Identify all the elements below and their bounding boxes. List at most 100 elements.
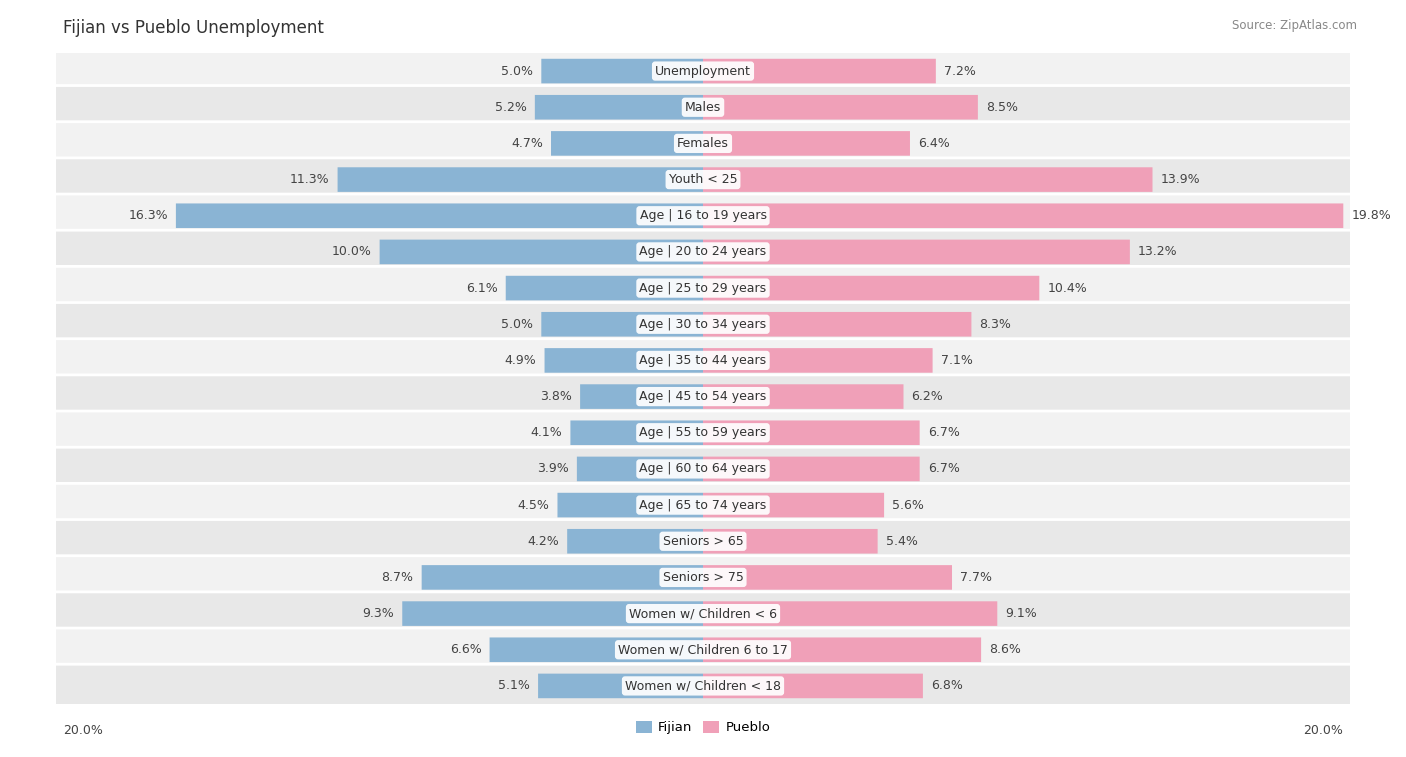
FancyBboxPatch shape <box>176 204 703 228</box>
FancyBboxPatch shape <box>51 447 1355 491</box>
Text: Women w/ Children < 6: Women w/ Children < 6 <box>628 607 778 620</box>
Text: Women w/ Children < 18: Women w/ Children < 18 <box>626 680 780 693</box>
Text: 20.0%: 20.0% <box>63 724 103 737</box>
FancyBboxPatch shape <box>541 312 703 337</box>
FancyBboxPatch shape <box>703 674 922 698</box>
FancyBboxPatch shape <box>703 420 920 445</box>
Text: Age | 16 to 19 years: Age | 16 to 19 years <box>640 209 766 223</box>
Text: Unemployment: Unemployment <box>655 64 751 77</box>
Text: 8.7%: 8.7% <box>381 571 413 584</box>
FancyBboxPatch shape <box>51 556 1355 599</box>
Text: 4.2%: 4.2% <box>527 534 560 548</box>
FancyBboxPatch shape <box>703 456 920 481</box>
FancyBboxPatch shape <box>541 59 703 83</box>
FancyBboxPatch shape <box>703 167 1153 192</box>
FancyBboxPatch shape <box>576 456 703 481</box>
Text: 4.5%: 4.5% <box>517 499 550 512</box>
Text: 5.2%: 5.2% <box>495 101 527 114</box>
FancyBboxPatch shape <box>703 131 910 156</box>
Text: 7.7%: 7.7% <box>960 571 993 584</box>
Text: 6.6%: 6.6% <box>450 643 481 656</box>
Text: 10.4%: 10.4% <box>1047 282 1087 294</box>
FancyBboxPatch shape <box>51 411 1355 454</box>
FancyBboxPatch shape <box>703 493 884 517</box>
Text: 5.0%: 5.0% <box>501 64 533 77</box>
FancyBboxPatch shape <box>51 628 1355 671</box>
Text: 5.0%: 5.0% <box>501 318 533 331</box>
FancyBboxPatch shape <box>703 312 972 337</box>
FancyBboxPatch shape <box>51 592 1355 635</box>
Text: Source: ZipAtlas.com: Source: ZipAtlas.com <box>1232 19 1357 32</box>
Text: 7.1%: 7.1% <box>941 354 973 367</box>
FancyBboxPatch shape <box>703 240 1130 264</box>
Text: 20.0%: 20.0% <box>1303 724 1343 737</box>
Text: Males: Males <box>685 101 721 114</box>
FancyBboxPatch shape <box>51 664 1355 708</box>
Text: Age | 25 to 29 years: Age | 25 to 29 years <box>640 282 766 294</box>
Text: 16.3%: 16.3% <box>128 209 167 223</box>
Text: 6.2%: 6.2% <box>911 390 943 403</box>
Text: 6.7%: 6.7% <box>928 463 960 475</box>
FancyBboxPatch shape <box>703 204 1343 228</box>
Text: 3.8%: 3.8% <box>540 390 572 403</box>
FancyBboxPatch shape <box>703 601 997 626</box>
Text: Youth < 25: Youth < 25 <box>669 173 737 186</box>
Text: 10.0%: 10.0% <box>332 245 371 258</box>
FancyBboxPatch shape <box>51 303 1355 346</box>
FancyBboxPatch shape <box>703 385 904 409</box>
FancyBboxPatch shape <box>51 375 1355 419</box>
Text: Age | 55 to 59 years: Age | 55 to 59 years <box>640 426 766 439</box>
Text: Seniors > 65: Seniors > 65 <box>662 534 744 548</box>
Text: Females: Females <box>678 137 728 150</box>
Text: 13.9%: 13.9% <box>1160 173 1201 186</box>
Text: 4.1%: 4.1% <box>530 426 562 439</box>
FancyBboxPatch shape <box>51 122 1355 165</box>
FancyBboxPatch shape <box>51 86 1355 129</box>
Text: 8.6%: 8.6% <box>990 643 1021 656</box>
FancyBboxPatch shape <box>51 158 1355 201</box>
Text: Women w/ Children 6 to 17: Women w/ Children 6 to 17 <box>619 643 787 656</box>
FancyBboxPatch shape <box>544 348 703 372</box>
Text: 13.2%: 13.2% <box>1137 245 1178 258</box>
Text: 3.9%: 3.9% <box>537 463 569 475</box>
FancyBboxPatch shape <box>51 519 1355 563</box>
Text: Age | 35 to 44 years: Age | 35 to 44 years <box>640 354 766 367</box>
FancyBboxPatch shape <box>703 276 1039 301</box>
Text: Age | 60 to 64 years: Age | 60 to 64 years <box>640 463 766 475</box>
Text: 8.3%: 8.3% <box>980 318 1011 331</box>
FancyBboxPatch shape <box>703 59 936 83</box>
Text: 6.4%: 6.4% <box>918 137 950 150</box>
FancyBboxPatch shape <box>51 338 1355 382</box>
Text: 6.8%: 6.8% <box>931 680 963 693</box>
FancyBboxPatch shape <box>703 637 981 662</box>
Text: 5.1%: 5.1% <box>498 680 530 693</box>
Text: Age | 20 to 24 years: Age | 20 to 24 years <box>640 245 766 258</box>
FancyBboxPatch shape <box>581 385 703 409</box>
FancyBboxPatch shape <box>402 601 703 626</box>
FancyBboxPatch shape <box>703 565 952 590</box>
FancyBboxPatch shape <box>51 266 1355 310</box>
Text: 6.1%: 6.1% <box>465 282 498 294</box>
FancyBboxPatch shape <box>558 493 703 517</box>
FancyBboxPatch shape <box>703 348 932 372</box>
FancyBboxPatch shape <box>703 529 877 553</box>
Text: 4.9%: 4.9% <box>505 354 537 367</box>
Text: Age | 65 to 74 years: Age | 65 to 74 years <box>640 499 766 512</box>
Text: 19.8%: 19.8% <box>1351 209 1391 223</box>
FancyBboxPatch shape <box>422 565 703 590</box>
FancyBboxPatch shape <box>538 674 703 698</box>
FancyBboxPatch shape <box>534 95 703 120</box>
Text: 9.3%: 9.3% <box>363 607 394 620</box>
FancyBboxPatch shape <box>380 240 703 264</box>
Text: 4.7%: 4.7% <box>510 137 543 150</box>
Text: 8.5%: 8.5% <box>986 101 1018 114</box>
FancyBboxPatch shape <box>51 230 1355 273</box>
FancyBboxPatch shape <box>489 637 703 662</box>
FancyBboxPatch shape <box>51 194 1355 238</box>
FancyBboxPatch shape <box>337 167 703 192</box>
Text: 11.3%: 11.3% <box>290 173 329 186</box>
Text: 5.6%: 5.6% <box>893 499 924 512</box>
Text: Age | 30 to 34 years: Age | 30 to 34 years <box>640 318 766 331</box>
Text: 5.4%: 5.4% <box>886 534 918 548</box>
Text: 6.7%: 6.7% <box>928 426 960 439</box>
